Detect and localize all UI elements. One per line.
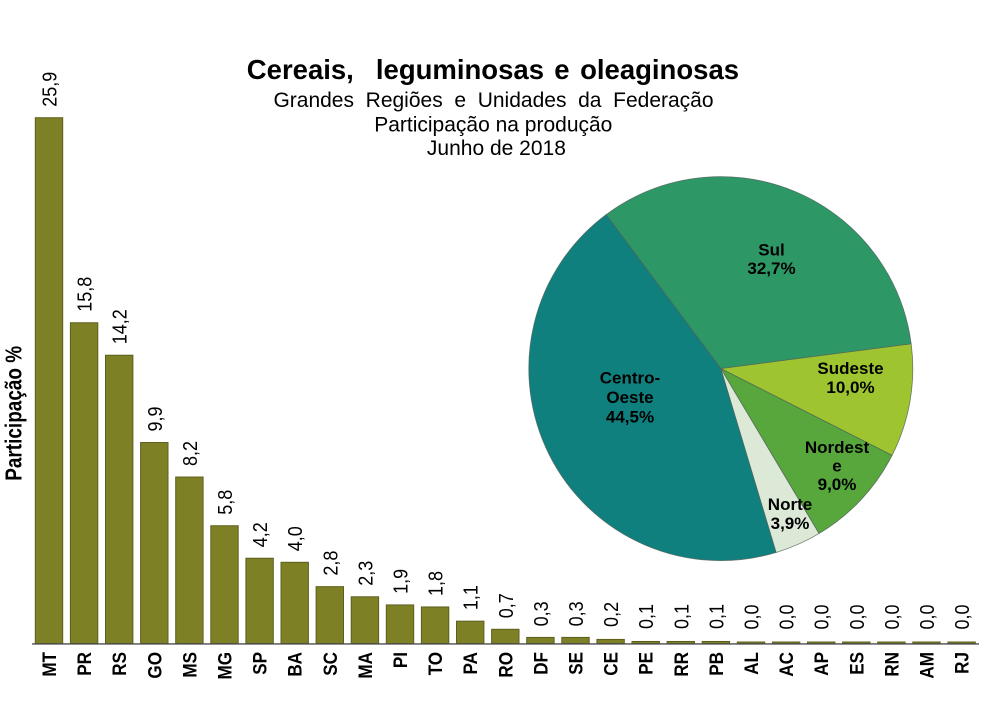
svg-text:Sul: Sul xyxy=(758,241,784,260)
svg-text:0,0: 0,0 xyxy=(847,604,869,629)
svg-text:Sudeste: Sudeste xyxy=(817,359,883,378)
svg-text:CE: CE xyxy=(601,652,622,676)
svg-text:15,8: 15,8 xyxy=(75,277,97,312)
svg-text:2,8: 2,8 xyxy=(320,551,342,576)
svg-text:PR: PR xyxy=(74,652,95,676)
svg-text:MT: MT xyxy=(39,652,60,677)
svg-text:4,0: 4,0 xyxy=(285,526,307,551)
svg-text:1,9: 1,9 xyxy=(391,569,413,594)
svg-text:RJ: RJ xyxy=(952,652,973,674)
svg-text:0,0: 0,0 xyxy=(882,604,904,629)
svg-text:3,9%: 3,9% xyxy=(771,514,810,533)
svg-text:TO: TO xyxy=(425,652,446,675)
svg-text:14,2: 14,2 xyxy=(110,309,132,344)
svg-text:0,2: 0,2 xyxy=(601,602,623,627)
svg-text:0,0: 0,0 xyxy=(742,604,764,629)
svg-text:1,1: 1,1 xyxy=(461,585,483,610)
svg-text:Junho de 2018: Junho de 2018 xyxy=(427,137,566,160)
svg-text:25,9: 25,9 xyxy=(40,72,62,107)
svg-text:oleaginosas: oleaginosas xyxy=(580,54,739,85)
svg-text:MA: MA xyxy=(355,652,376,679)
svg-text:AC: AC xyxy=(776,652,797,677)
svg-text:32,7%: 32,7% xyxy=(747,259,795,278)
svg-text:8,2: 8,2 xyxy=(180,441,202,466)
svg-text:DF: DF xyxy=(531,652,552,675)
svg-text:PA: PA xyxy=(460,652,481,674)
svg-text:BA: BA xyxy=(285,652,306,677)
svg-text:SC: SC xyxy=(320,652,341,676)
svg-text:0,1: 0,1 xyxy=(671,604,693,629)
svg-text:SE: SE xyxy=(566,652,587,675)
svg-text:0,1: 0,1 xyxy=(636,604,658,629)
svg-text:PB: PB xyxy=(706,652,727,676)
svg-text:4,2: 4,2 xyxy=(250,522,272,547)
svg-text:Cereais,: Cereais, xyxy=(247,54,354,85)
svg-text:e: e xyxy=(832,457,841,476)
svg-text:Oeste: Oeste xyxy=(606,388,653,407)
svg-text:2,3: 2,3 xyxy=(356,561,378,586)
svg-text:44,5%: 44,5% xyxy=(606,407,654,426)
svg-text:AM: AM xyxy=(917,652,938,679)
svg-text:AP: AP xyxy=(811,652,832,676)
svg-text:ES: ES xyxy=(846,652,867,675)
svg-text:Centro-: Centro- xyxy=(600,368,660,387)
svg-text:10,0%: 10,0% xyxy=(826,378,874,397)
svg-text:9,0%: 9,0% xyxy=(818,475,857,494)
svg-text:9,9: 9,9 xyxy=(145,407,167,432)
svg-text:SP: SP xyxy=(250,652,271,675)
svg-text:0,0: 0,0 xyxy=(812,604,834,629)
svg-text:PE: PE xyxy=(636,652,657,675)
svg-text:RS: RS xyxy=(109,652,130,676)
svg-text:0,0: 0,0 xyxy=(917,604,939,629)
svg-text:0,3: 0,3 xyxy=(531,601,553,626)
svg-text:e: e xyxy=(554,54,569,85)
svg-text:Grandes Regiões e Unidades: Grandes Regiões e Unidades da Federação xyxy=(273,89,713,112)
svg-text:leguminosas: leguminosas xyxy=(376,54,544,85)
svg-text:MG: MG xyxy=(215,652,236,680)
svg-text:0,7: 0,7 xyxy=(496,593,518,618)
svg-text:0,3: 0,3 xyxy=(566,601,588,626)
svg-text:RR: RR xyxy=(671,652,692,677)
svg-text:5,8: 5,8 xyxy=(215,490,237,515)
svg-text:Nordest: Nordest xyxy=(805,438,870,457)
svg-text:Participação %: Participação % xyxy=(2,346,27,481)
svg-text:0,0: 0,0 xyxy=(777,604,799,629)
svg-text:RN: RN xyxy=(882,652,903,677)
svg-text:AL: AL xyxy=(741,652,762,675)
svg-text:1,8: 1,8 xyxy=(426,571,448,596)
svg-text:PI: PI xyxy=(390,652,411,668)
svg-text:GO: GO xyxy=(144,652,165,679)
svg-text:MS: MS xyxy=(180,652,201,678)
svg-text:Participação na produção: Participação na produção xyxy=(374,113,612,136)
svg-text:Norte: Norte xyxy=(768,495,812,514)
svg-text:0,0: 0,0 xyxy=(952,604,974,629)
svg-text:0,1: 0,1 xyxy=(707,604,729,629)
svg-text:RO: RO xyxy=(495,652,516,678)
